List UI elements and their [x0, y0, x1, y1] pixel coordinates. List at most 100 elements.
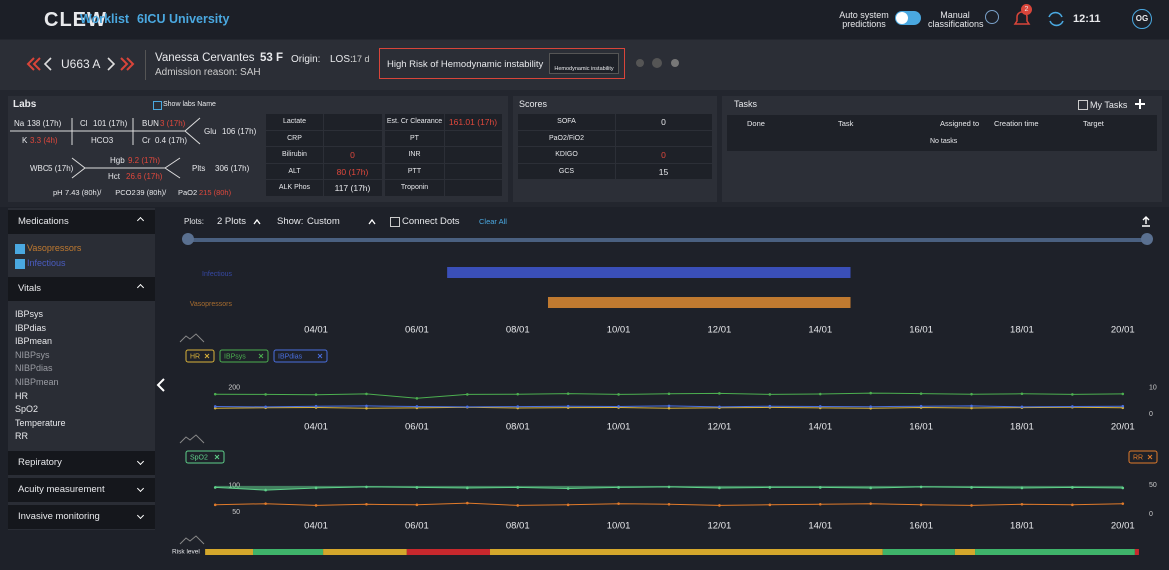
- connect-dots[interactable]: Connect Dots: [402, 216, 460, 227]
- task-column[interactable]: Task: [838, 119, 854, 128]
- top-bar: [0, 0, 1169, 39]
- checkbox[interactable]: [1078, 100, 1088, 110]
- nav-link[interactable]: Worklist: [80, 12, 130, 26]
- section-title[interactable]: Repiratory: [18, 457, 62, 468]
- checkbox[interactable]: [390, 217, 400, 227]
- x-tick-label: 04/01: [304, 325, 328, 336]
- slider-handle[interactable]: [1141, 233, 1153, 245]
- section-title[interactable]: Invasive monitoring: [18, 511, 100, 522]
- sidebar-item[interactable]: NIBPmean: [15, 377, 59, 387]
- dot: [667, 392, 671, 396]
- add-task[interactable]: [1134, 98, 1146, 110]
- alert-box[interactable]: [379, 48, 625, 79]
- task-column[interactable]: Assigned to: [940, 119, 980, 128]
- legend-chip[interactable]: [185, 349, 215, 363]
- lab-value: 215 (80h): [199, 188, 232, 197]
- dot: [566, 487, 570, 490]
- export-icon[interactable]: [1140, 215, 1152, 227]
- sidebar-item[interactable]: NIBPsys: [15, 349, 50, 360]
- dot: [516, 504, 520, 507]
- collapse-arrow[interactable]: [155, 376, 167, 394]
- section-header[interactable]: [8, 210, 155, 234]
- dot: [516, 405, 520, 408]
- y2-tick-label: 0: [1149, 511, 1153, 518]
- tasks-title: Tasks: [734, 99, 758, 109]
- risk-label: Risk level: [172, 549, 200, 556]
- sidebar-item[interactable]: SpO2: [15, 404, 39, 415]
- row-line: [266, 179, 382, 180]
- x-tick-label: 10/01: [607, 325, 631, 336]
- nav-link[interactable]: 6ICU University: [137, 12, 230, 26]
- section-header[interactable]: [8, 505, 155, 529]
- toggle[interactable]: [895, 11, 921, 25]
- task-column[interactable]: Target: [1083, 119, 1104, 128]
- lab-name: Glu: [204, 127, 217, 136]
- show-names[interactable]: Show labs Name: [163, 101, 216, 108]
- section-title[interactable]: Medications: [18, 216, 69, 227]
- logo[interactable]: CLEW: [44, 9, 107, 31]
- lab-table: [385, 114, 502, 197]
- row-name: KDIGO: [555, 151, 578, 158]
- sidebar-item[interactable]: IBPdias: [15, 322, 47, 333]
- legend-label: IBPsys: [224, 353, 246, 360]
- checkbox[interactable]: [15, 259, 25, 269]
- dot: [768, 503, 772, 507]
- lab-name: BUN: [142, 119, 159, 128]
- dot: [1020, 392, 1024, 396]
- legend-label: SpO2: [190, 454, 208, 461]
- dot: [213, 503, 217, 507]
- section-title[interactable]: Vitals: [18, 283, 42, 294]
- row-value: 0: [661, 150, 666, 160]
- dot: [1121, 502, 1125, 505]
- alert-badge[interactable]: Hemodynamic instability: [549, 53, 619, 74]
- sidebar-item[interactable]: NIBPdias: [15, 363, 53, 374]
- avatar[interactable]: OG: [1132, 9, 1152, 29]
- los-label: LOS:: [330, 54, 353, 65]
- refresh-icon[interactable]: [1046, 9, 1066, 29]
- range-slider[interactable]: [188, 238, 1148, 242]
- dot: [667, 502, 671, 506]
- dot: [365, 485, 368, 489]
- lab-value: 3.3 (4h): [30, 136, 58, 145]
- section-header[interactable]: [8, 277, 155, 301]
- section-header[interactable]: [8, 478, 155, 502]
- patient-nav[interactable]: [24, 54, 144, 74]
- task-column[interactable]: Done: [747, 119, 765, 128]
- auto-label: Auto system predictions: [839, 10, 889, 29]
- dot: [466, 501, 469, 505]
- sidebar-item[interactable]: IBPmean: [15, 336, 53, 347]
- checkbox[interactable]: [153, 101, 162, 110]
- checkbox[interactable]: [15, 244, 25, 254]
- dot: [566, 392, 570, 395]
- sidebar-item[interactable]: Vasopressors: [27, 243, 82, 253]
- dot: [718, 504, 721, 507]
- divider: [145, 50, 146, 80]
- sidebar-item[interactable]: Infectious: [27, 258, 66, 268]
- clear-all[interactable]: Clear All: [479, 217, 507, 226]
- legend-chip[interactable]: [1128, 450, 1158, 464]
- row-name: PT: [410, 134, 419, 142]
- alert-text: High Risk of Hemodynamic instability: [387, 59, 544, 70]
- section-title[interactable]: Acuity measurement: [18, 484, 105, 495]
- legend-chip[interactable]: [185, 450, 225, 464]
- sidebar-item[interactable]: IBPsys: [15, 309, 44, 319]
- sidebar-item[interactable]: RR: [15, 431, 28, 442]
- sidebar-item[interactable]: Temperature: [15, 417, 66, 428]
- dot: [365, 502, 368, 506]
- my-tasks[interactable]: My Tasks: [1090, 100, 1128, 110]
- legend-chip[interactable]: [273, 349, 328, 363]
- row-value: 15: [658, 166, 669, 177]
- sidebar-item[interactable]: HR: [15, 390, 28, 401]
- show-select[interactable]: Custom: [307, 216, 340, 227]
- slider-handle[interactable]: [182, 233, 194, 245]
- manual-icon[interactable]: [985, 10, 999, 24]
- lab-value: 5 (17h): [48, 164, 74, 173]
- carets[interactable]: [252, 217, 377, 227]
- x-tick-label: 14/01: [808, 422, 832, 433]
- plots-select[interactable]: 2 Plots: [217, 216, 247, 227]
- dot: [768, 486, 772, 489]
- legend-chip[interactable]: [219, 349, 269, 363]
- row-line: [385, 179, 502, 180]
- task-column[interactable]: Creation time: [994, 119, 1039, 128]
- section-header[interactable]: [8, 451, 155, 475]
